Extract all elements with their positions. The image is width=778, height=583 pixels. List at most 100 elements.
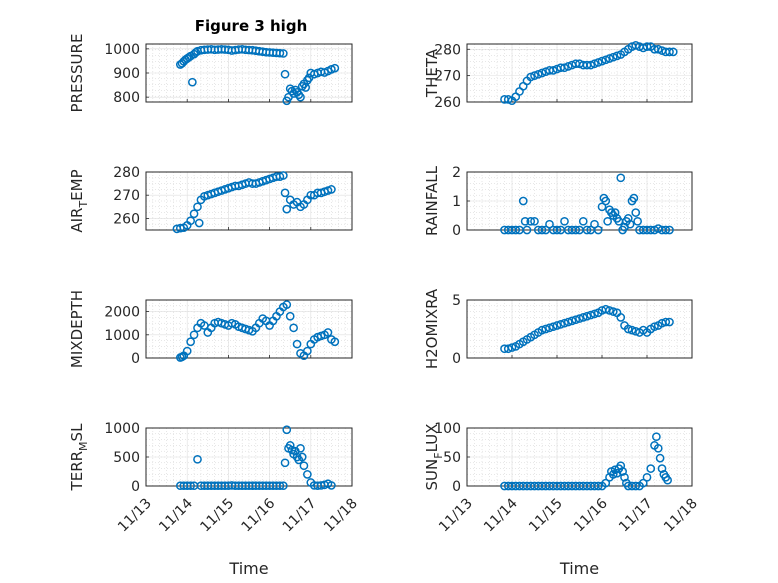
data-point <box>612 51 622 61</box>
subplot-air-temp: 260 270 280 AIRTEMP <box>68 165 353 234</box>
x-tick-label: 11/15 <box>197 496 237 536</box>
data-point <box>560 318 569 328</box>
data-point <box>616 173 626 183</box>
data-point <box>633 216 642 226</box>
data-point <box>642 42 652 51</box>
data-point <box>601 55 611 65</box>
data-point <box>526 72 536 82</box>
data-point <box>182 346 192 356</box>
data-point <box>610 208 620 217</box>
y-tick-label: 270 <box>434 69 461 85</box>
data-point <box>537 68 547 78</box>
x-tick-label: 11/16 <box>571 495 611 535</box>
data-point <box>530 216 539 226</box>
y-axis-label: AIRTEMP <box>68 169 90 232</box>
x-tick-label: 11/13 <box>115 496 155 536</box>
data-point <box>323 328 333 337</box>
data-point <box>571 225 581 235</box>
data-point <box>646 464 656 473</box>
data-point <box>627 325 637 335</box>
data-point <box>177 352 187 362</box>
data-point <box>285 441 295 450</box>
data-point <box>652 432 661 442</box>
data-point <box>593 58 603 67</box>
data-point <box>533 69 543 79</box>
data-point <box>618 467 627 476</box>
subplot-mixdepth: 0 1000 2000 MIXDEPTH <box>68 290 353 368</box>
y-tick-label: 5 <box>452 293 461 309</box>
data-point <box>275 481 285 491</box>
y-axis-label: H2OMIXRA <box>423 288 441 369</box>
subplot-pressure: 800 900 1000 PRESSURE <box>68 34 353 113</box>
data-point <box>296 92 305 102</box>
data-point <box>668 47 678 57</box>
data-point <box>593 481 603 491</box>
data-point <box>603 216 612 226</box>
axes-border <box>466 43 693 103</box>
data-point <box>653 44 663 54</box>
data-point <box>578 216 588 226</box>
data-point <box>616 461 626 471</box>
data-point <box>193 454 202 464</box>
y-axis-label: RAINFALL <box>423 165 441 236</box>
data-point <box>191 48 201 57</box>
y-axis-label: THETA <box>423 48 441 98</box>
data-point <box>631 208 641 217</box>
data-point <box>507 343 517 352</box>
data-point <box>563 317 573 327</box>
x-tick-label: 11/18 <box>321 496 361 536</box>
data-point <box>625 219 635 229</box>
y-tick-label: 280 <box>113 165 140 181</box>
data-point <box>518 196 528 206</box>
data-point <box>292 339 302 349</box>
data-point <box>188 77 197 87</box>
data-point <box>280 458 290 468</box>
data-point <box>560 63 569 73</box>
data-point <box>560 216 569 226</box>
x-tick-label: 11/17 <box>616 496 656 536</box>
data-point <box>655 453 665 463</box>
data-point <box>605 54 614 63</box>
data-point <box>620 472 629 482</box>
data-point <box>631 481 641 491</box>
data-point <box>530 71 539 80</box>
data-point <box>563 62 573 71</box>
data-point <box>590 59 599 69</box>
data-point <box>582 311 592 321</box>
data-point <box>289 323 298 333</box>
data-point <box>631 40 641 50</box>
axes-border <box>145 299 353 359</box>
data-point <box>601 304 611 314</box>
x-axis-label: Time <box>559 559 599 578</box>
data-point <box>616 313 626 322</box>
data-point <box>327 481 336 490</box>
data-point <box>522 225 532 235</box>
data-point <box>556 320 566 329</box>
figure-title: Figure 3 high <box>195 17 308 35</box>
y-tick-label: 2 <box>452 165 461 181</box>
data-point <box>327 185 336 194</box>
data-point <box>665 317 674 327</box>
y-axis-label: PRESSURE <box>68 34 86 113</box>
x-tick-label: 11/15 <box>526 496 566 536</box>
data-point <box>608 470 618 479</box>
data-point <box>280 69 290 79</box>
data-point <box>582 225 592 235</box>
data-point <box>575 314 584 323</box>
data-point <box>193 202 202 212</box>
data-point <box>653 443 663 453</box>
data-point <box>189 209 199 219</box>
data-point <box>590 309 599 319</box>
y-tick-label: 1000 <box>104 421 140 437</box>
y-tick-label: 800 <box>113 90 140 106</box>
x-tick-label: 11/14 <box>156 495 196 535</box>
y-tick-label: 270 <box>113 188 140 204</box>
data-point <box>303 470 312 479</box>
data-point <box>586 310 596 320</box>
data-point <box>278 49 288 58</box>
data-point <box>661 225 671 235</box>
x-tick-label: 11/18 <box>661 496 701 536</box>
data-point <box>552 321 562 330</box>
data-point <box>280 188 290 198</box>
